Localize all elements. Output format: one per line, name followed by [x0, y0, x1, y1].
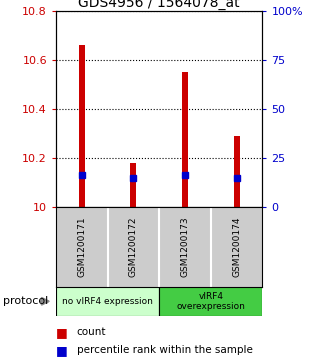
Bar: [56, 287, 159, 316]
Bar: [234, 136, 240, 207]
Bar: [79, 45, 85, 207]
Text: GSM1200172: GSM1200172: [129, 217, 138, 277]
Text: vIRF4
overexpression: vIRF4 overexpression: [176, 291, 245, 311]
Text: count: count: [77, 327, 106, 337]
Title: GDS4956 / 1564078_at: GDS4956 / 1564078_at: [78, 0, 240, 10]
Text: ■: ■: [56, 344, 68, 357]
Text: percentile rank within the sample: percentile rank within the sample: [77, 345, 253, 355]
Text: ■: ■: [56, 326, 68, 339]
Text: GSM1200173: GSM1200173: [180, 216, 189, 277]
Bar: [130, 163, 137, 207]
Bar: [182, 72, 188, 207]
Text: GSM1200171: GSM1200171: [77, 216, 86, 277]
Bar: [159, 287, 262, 316]
Text: protocol: protocol: [3, 296, 48, 306]
Text: GSM1200174: GSM1200174: [232, 217, 241, 277]
Text: no vIRF4 expression: no vIRF4 expression: [62, 297, 153, 306]
